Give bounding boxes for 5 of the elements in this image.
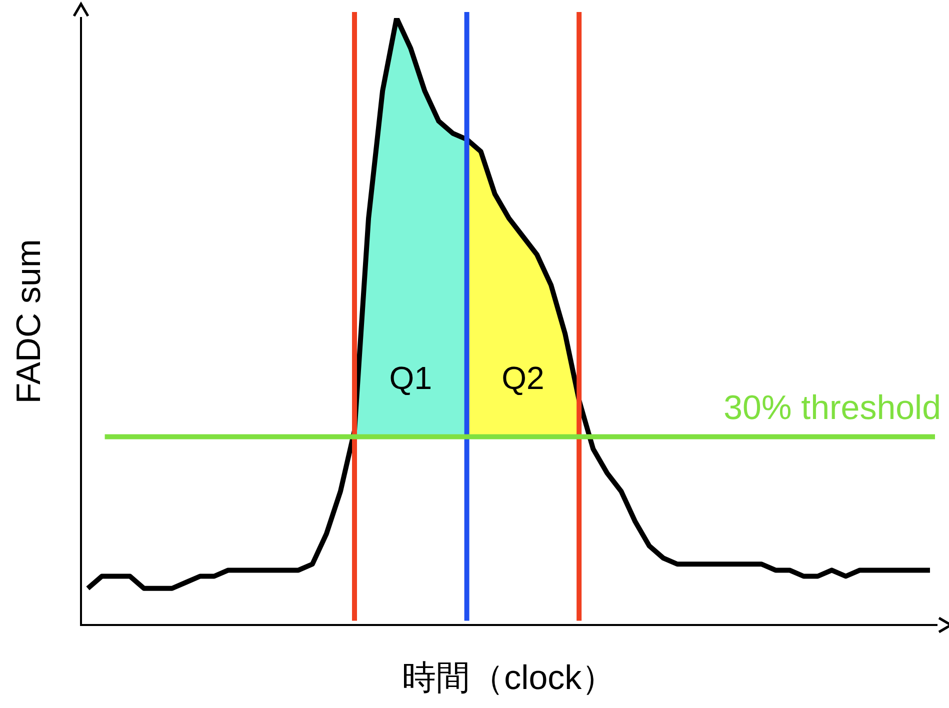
x-axis-title: 時間（clock） [402,658,616,697]
series-label: Q1 [389,360,432,396]
ref-line-label: 30% threshold [724,389,941,428]
y-axis-title: FADC sum [10,239,48,404]
series-label: Q2 [502,360,544,396]
